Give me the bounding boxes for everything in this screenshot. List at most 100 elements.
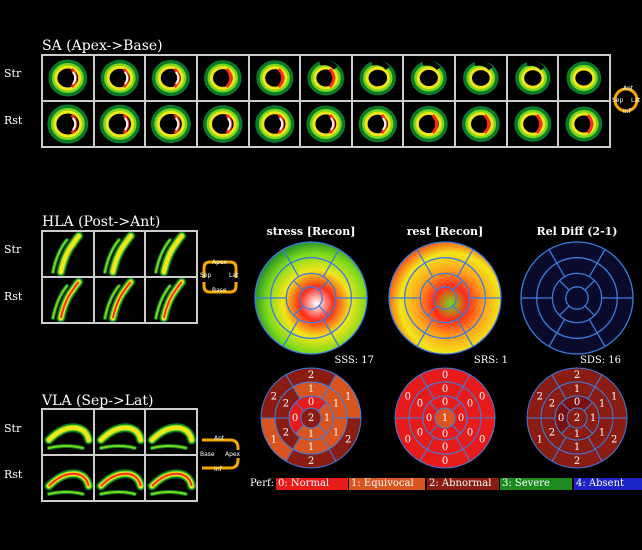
segment-score-label: 1 xyxy=(599,399,605,410)
vla-orient-right: Apex xyxy=(225,451,241,458)
sa-rest-slice xyxy=(455,101,507,147)
hla-stress-slice xyxy=(93,231,146,277)
segment-score-label: 2 xyxy=(574,456,580,467)
slice-image xyxy=(358,105,397,143)
polar-header-reldiff: Rel Diff (2-1) xyxy=(536,225,618,238)
slice-image xyxy=(566,61,602,95)
vla-orient-top: Ant xyxy=(214,435,225,442)
segment-score-label: 1 xyxy=(537,435,543,446)
slice-image xyxy=(307,60,345,96)
legend-item: 4: Absent xyxy=(574,478,642,490)
segment-score-label: 2 xyxy=(611,435,617,446)
sa-rest-slice xyxy=(403,101,456,147)
segment-score-label: 1 xyxy=(271,435,277,446)
segment-score-label: 1 xyxy=(308,429,314,440)
segment-score-label: 0 xyxy=(405,435,411,446)
sa-rest-slice xyxy=(145,101,197,147)
hla-orient-bottom: Base xyxy=(212,287,227,294)
score-segment xyxy=(434,407,456,429)
slice-image xyxy=(410,105,449,143)
segment-score-label: 0 xyxy=(405,392,411,403)
vla-rest-slice xyxy=(42,455,94,501)
hla-row-label-rest: Rst xyxy=(4,290,23,303)
segment-score-label: 0 xyxy=(467,428,473,439)
vla-orientation-icon: Ant Base Apex Inf xyxy=(198,434,244,474)
sa-stress-slice xyxy=(300,55,352,101)
vla-orient-bottom: Inf xyxy=(214,466,222,473)
segment-score-label: 2 xyxy=(537,392,543,403)
slice-image xyxy=(411,60,448,96)
sa-rest-slice xyxy=(351,101,404,147)
segment-score-label: 0 xyxy=(442,370,448,381)
sa-stress-slice xyxy=(145,55,197,101)
sa-row-label-rest: Rst xyxy=(4,114,23,127)
segment-score-label: 1 xyxy=(574,384,580,395)
sa-stress-slice xyxy=(196,55,249,101)
sa-stress-slice xyxy=(506,55,559,101)
slice-image xyxy=(565,106,603,142)
hla-orientation-icon: Apex Sep Lat Base xyxy=(198,256,242,296)
sa-row-label-stress: Str xyxy=(4,67,22,80)
segment-score-label: 2 xyxy=(574,413,580,424)
legend-item: 2: Abnormal xyxy=(427,478,499,490)
legend-prefix: Perf: xyxy=(250,478,275,489)
segment-score-label: 0 xyxy=(479,435,485,446)
sa-rest-slice xyxy=(506,101,559,147)
sa-title: SA (Apex->Base) xyxy=(42,38,163,54)
segment-score-label: 2 xyxy=(283,428,289,439)
slice-image xyxy=(102,278,135,322)
sa-rest-slice xyxy=(93,101,146,147)
segment-score-label: 0 xyxy=(426,413,432,424)
sa-stress-slice xyxy=(351,55,404,101)
segment-score-label: 0 xyxy=(479,392,485,403)
segment-score-label: 2 xyxy=(271,392,277,403)
vla-stress-slice xyxy=(93,409,146,455)
segment-score-label: 1 xyxy=(324,413,330,424)
segment-score-label: 0 xyxy=(308,397,314,408)
segment-score-label: 0 xyxy=(417,428,423,439)
segment-score-label: 2 xyxy=(308,456,314,467)
hla-orient-top: Apex xyxy=(212,259,228,266)
slice-image xyxy=(514,60,551,95)
sa-image-grid xyxy=(41,54,611,148)
slice-image xyxy=(50,278,84,322)
vla-stress-slice xyxy=(145,409,197,455)
sa-stress-slice xyxy=(248,55,301,101)
segment-score-label: 2 xyxy=(308,370,314,381)
slice-image xyxy=(147,423,196,450)
segment-score-label: 0 xyxy=(574,397,580,408)
slice-image xyxy=(102,232,135,276)
sa-orient-left: Sep xyxy=(612,97,624,104)
hla-stress-slice xyxy=(145,231,197,277)
sa-orient-bottom: Inf xyxy=(623,108,631,115)
hla-stress-slice xyxy=(42,231,94,277)
slice-image xyxy=(202,105,243,143)
hla-title: HLA (Post->Ant) xyxy=(42,214,161,230)
vla-stress-slice xyxy=(42,409,94,455)
slice-image xyxy=(47,104,89,144)
sds-score: SDS: 16 xyxy=(580,355,621,366)
segment-score-label: 2 xyxy=(549,428,555,439)
segment-score-label: 0 xyxy=(442,429,448,440)
segment-score-label: 0 xyxy=(442,456,448,467)
vla-rest-slice xyxy=(93,455,146,501)
vla-rest-slice xyxy=(145,455,197,501)
hla-image-grid xyxy=(41,230,198,324)
slice-image xyxy=(154,232,187,276)
hla-rest-slice xyxy=(145,277,197,323)
sa-rest-slice xyxy=(300,101,352,147)
hla-orient-right: Lat xyxy=(229,272,239,279)
vla-image-grid xyxy=(41,408,198,502)
slice-image xyxy=(255,60,293,96)
slice-image xyxy=(99,104,140,144)
score-segment xyxy=(566,407,588,429)
slice-image xyxy=(44,469,93,496)
polar-heat-fill xyxy=(521,242,633,354)
legend-item: 1: Equivocal xyxy=(349,478,425,490)
srs-score: SRS: 1 xyxy=(473,355,508,366)
segment-score-label: 2 xyxy=(574,370,580,381)
segment-score-label: 0 xyxy=(458,413,464,424)
score-segment xyxy=(300,407,322,429)
vla-row-label-stress: Str xyxy=(4,422,22,435)
